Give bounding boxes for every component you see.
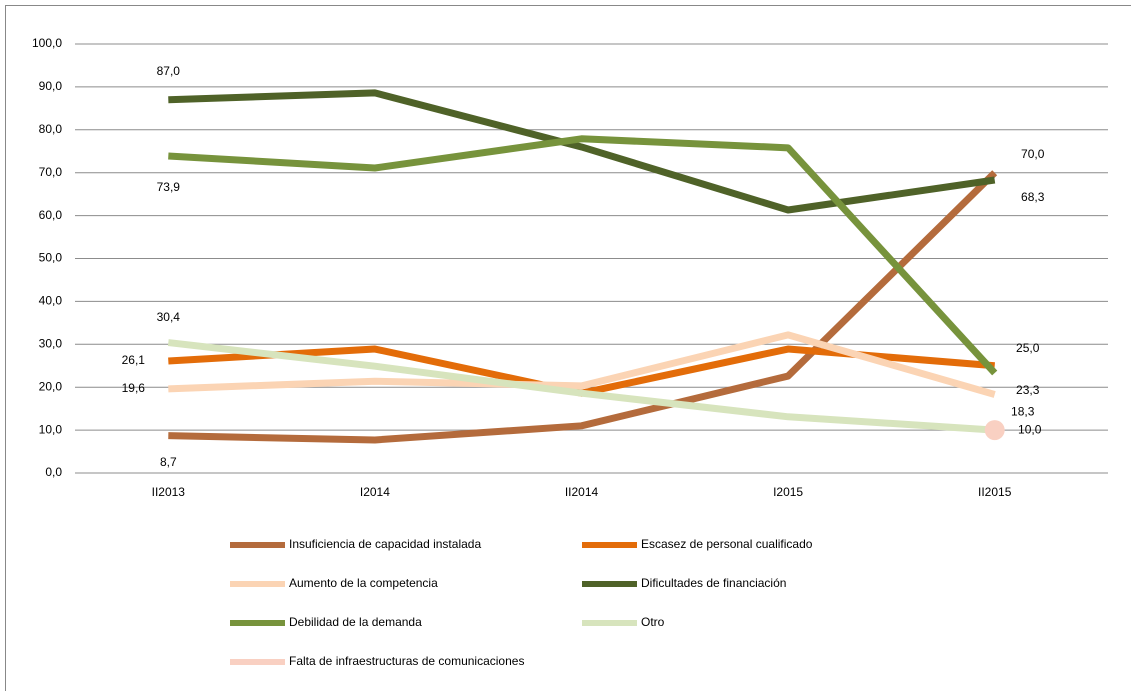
y-tick-label: 90,0 bbox=[39, 79, 63, 93]
legend-label: Dificultades de financiación bbox=[641, 576, 786, 590]
legend-marker bbox=[254, 659, 260, 665]
y-tick-label: 70,0 bbox=[39, 165, 63, 179]
data-label: 8,7 bbox=[160, 455, 177, 469]
data-label: 70,0 bbox=[1021, 147, 1045, 161]
y-tick-label: 0,0 bbox=[45, 465, 62, 479]
data-label: 30,4 bbox=[157, 310, 181, 324]
legend-label: Debilidad de la demanda bbox=[289, 615, 422, 629]
legend-label: Insuficiencia de capacidad instalada bbox=[289, 537, 481, 551]
chart-frame bbox=[6, 6, 1131, 692]
data-label: 73,9 bbox=[157, 180, 181, 194]
legend-label: Falta de infraestructuras de comunicacio… bbox=[289, 654, 524, 668]
x-tick-label: II2014 bbox=[565, 485, 599, 499]
y-tick-label: 20,0 bbox=[39, 379, 63, 393]
data-label: 87,0 bbox=[157, 64, 181, 78]
y-tick-label: 10,0 bbox=[39, 422, 63, 436]
data-label: 18,3 bbox=[1011, 405, 1035, 419]
y-tick-label: 100,0 bbox=[32, 36, 62, 50]
y-tick-label: 80,0 bbox=[39, 122, 63, 136]
x-tick-label: I2014 bbox=[360, 485, 390, 499]
data-label: 19,6 bbox=[122, 381, 146, 395]
x-tick-label: II2015 bbox=[978, 485, 1012, 499]
y-tick-label: 60,0 bbox=[39, 208, 63, 222]
y-tick-label: 40,0 bbox=[39, 294, 63, 308]
point-marker bbox=[985, 420, 1005, 440]
data-label: 23,3 bbox=[1016, 383, 1040, 397]
y-tick-label: 50,0 bbox=[39, 251, 63, 265]
x-tick-label: I2015 bbox=[773, 485, 803, 499]
x-tick-label: II2013 bbox=[152, 485, 186, 499]
legend-label: Otro bbox=[641, 615, 665, 629]
legend-label: Escasez de personal cualificado bbox=[641, 537, 813, 551]
data-label: 10,0 bbox=[1018, 422, 1042, 436]
y-tick-label: 30,0 bbox=[39, 336, 63, 350]
data-label: 26,1 bbox=[122, 353, 146, 367]
data-label: 25,0 bbox=[1016, 341, 1040, 355]
legend-label: Aumento de la competencia bbox=[289, 576, 438, 590]
data-label: 68,3 bbox=[1021, 190, 1045, 204]
